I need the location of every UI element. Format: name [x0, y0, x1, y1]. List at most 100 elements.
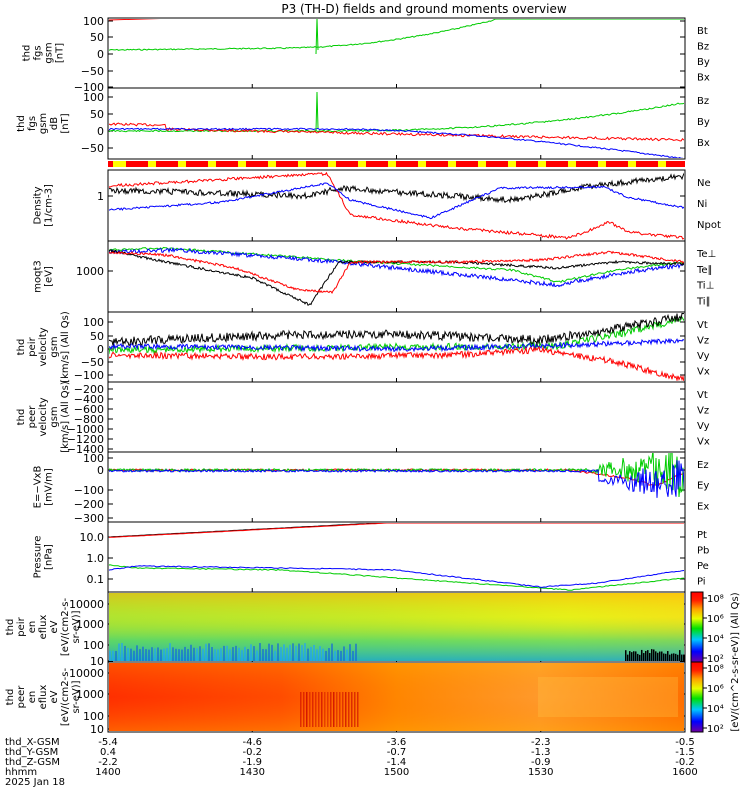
spectrogram-cell	[633, 651, 635, 661]
y-axis-label: [eV/(cm2-s-	[60, 598, 71, 657]
spectrogram-cell	[127, 647, 129, 661]
y-tick-label: 100	[83, 639, 104, 652]
panel-2: thd fgs gsm dB [nT] 100 50 0 −50 Bz By Bx	[16, 87, 710, 160]
y-axis-label: peer	[27, 405, 38, 429]
status-bar	[108, 161, 685, 167]
spectrogram-ions	[109, 593, 685, 661]
y-tick-label: 50	[90, 330, 104, 343]
spectrogram-cell	[325, 650, 327, 661]
colorbar-tick-label: 10²	[707, 654, 724, 665]
status-segment	[268, 161, 276, 167]
spectrogram-cell	[259, 643, 261, 661]
spectrogram-cell	[345, 692, 347, 727]
panel-6: thd peer velocity gsm [km/s] (All Qs) −200−40…	[16, 381, 710, 456]
trace-pt	[109, 523, 684, 538]
spectrogram-cell	[172, 647, 174, 661]
spectrogram-cell	[229, 649, 231, 661]
status-segment	[598, 161, 606, 167]
spectrogram-cell	[148, 649, 150, 661]
spectrogram-cell	[286, 647, 288, 661]
legend-pt: Pt	[697, 530, 707, 541]
spectrogram-cell	[145, 649, 147, 661]
spectrogram-cell	[256, 650, 258, 661]
y-axis-label: [nPa]	[44, 544, 55, 570]
panel-frame	[107, 17, 686, 89]
spectrogram-cell	[333, 692, 335, 727]
orbit-axis: thd_X-GSM -5.4 -4.6 -3.6 -2.3 -0.5 thd_Y-GSM 0.…	[5, 737, 698, 788]
spectrogram-cell	[355, 643, 357, 661]
status-segment	[418, 161, 426, 167]
legend-vy: Vy	[697, 421, 710, 432]
spectrogram-cell	[151, 647, 153, 661]
y-tick-label: −50	[81, 65, 104, 78]
spectrogram-cell	[196, 648, 198, 661]
colorbar-tick-label: 10⁶	[707, 684, 724, 695]
spectrogram-cell	[220, 648, 222, 661]
spectrogram-cell	[166, 648, 168, 661]
colorbar-tick-label: 10⁸	[707, 664, 724, 675]
legend-ez: Ez	[697, 460, 709, 471]
orbit-row-value: -1.5	[675, 747, 695, 758]
y-tick-label: −100	[74, 81, 104, 94]
y-tick-label: −200	[74, 383, 104, 396]
legend-ti: Ti⊥	[696, 281, 714, 292]
legend-bz: Bz	[697, 96, 709, 107]
panel-8-traces	[109, 523, 684, 591]
legend-bx: Bx	[697, 138, 710, 149]
spectrogram-cell	[665, 653, 667, 661]
y-axis-label: [nT]	[55, 43, 66, 63]
spectrogram-cell	[154, 648, 156, 661]
colorbar-label: [eV/(cm^2-s-sr-eV)] (All Qs)	[730, 592, 741, 731]
spectrogram-cell	[312, 692, 314, 727]
spectrogram-cell	[309, 692, 311, 727]
spectrogram-cell	[280, 647, 282, 661]
legend-vx: Vx	[697, 367, 710, 378]
spectrogram-cell	[109, 650, 111, 661]
y-tick-label: 10000	[69, 667, 104, 680]
panel-1: thd fgs gsm [nT] 100 50 0 −50 −100 Bt Bz By Bx	[22, 15, 710, 94]
spectrogram-cell	[181, 649, 183, 661]
panel-10: thd peer en eflux eV [eV/(cm2-s-sr-eV)]10000 1…	[5, 661, 686, 736]
orbit-row-value: -3.6	[387, 737, 407, 748]
y-axis-label: sr-eV)]	[71, 680, 82, 713]
y-axis-label: eV	[49, 690, 60, 703]
panel-7-traces	[109, 453, 684, 498]
colorbar-tick-label: 10⁸	[707, 594, 724, 605]
spectrogram-cell	[175, 648, 177, 661]
y-tick-label: −50	[81, 356, 104, 369]
spectrogram-cell	[321, 692, 323, 727]
status-segment	[658, 161, 666, 167]
trace-by-spike	[315, 19, 319, 55]
status-segment	[178, 161, 186, 167]
spectrogram-cell	[316, 649, 318, 661]
status-segment	[448, 161, 456, 167]
status-segment	[238, 161, 246, 167]
spectrogram-cell	[659, 651, 661, 661]
y-tick-label: 100	[83, 452, 104, 465]
spectrogram-cell	[677, 654, 679, 661]
panel-3-traces	[109, 171, 684, 240]
spectrogram-cell	[247, 649, 249, 661]
trace-pi	[109, 565, 684, 588]
y-axis-label: Pressure	[33, 536, 44, 579]
y-tick-label: −200	[74, 498, 104, 511]
spectrogram-shading	[109, 593, 684, 661]
spectrogram-cell	[112, 650, 114, 661]
status-segment	[298, 161, 306, 167]
spectrogram-cell	[250, 644, 252, 661]
orbit-row-value: -1.3	[531, 747, 551, 758]
legend-by: By	[697, 57, 710, 68]
spectrogram-cell	[208, 643, 210, 661]
spectrogram-cell	[232, 647, 234, 661]
spectrogram-cell	[327, 692, 329, 727]
spectrogram-cell	[629, 651, 631, 661]
spectrogram-cell	[214, 649, 216, 661]
y-axis-label: en	[27, 621, 38, 634]
y-axis-label: gsm	[49, 406, 60, 427]
y-tick-label: 1000	[76, 265, 104, 278]
colorbar-tick-label: 10²	[707, 724, 724, 735]
spectrogram-cell	[157, 647, 159, 661]
trace-pb	[109, 523, 684, 538]
trace-ey	[109, 453, 684, 498]
